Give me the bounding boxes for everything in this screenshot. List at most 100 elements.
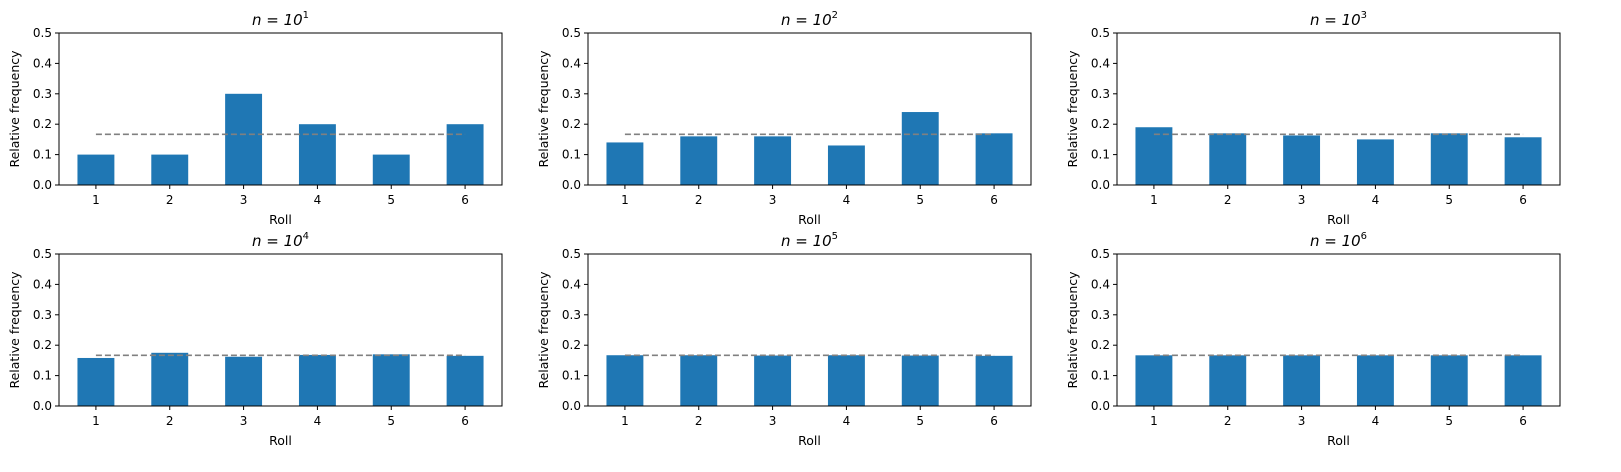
subplot-title: n = 103: [1310, 10, 1367, 29]
x-tick-label: 1: [92, 193, 100, 207]
bar-2: [680, 136, 718, 185]
y-tick-label: 0.2: [562, 338, 581, 352]
y-tick-label: 0.0: [1091, 399, 1110, 413]
x-axis-label: Roll: [798, 212, 821, 227]
title-base: n = 10: [252, 11, 303, 29]
y-tick-label: 0.1: [562, 148, 581, 162]
bar-5: [372, 154, 410, 185]
bar-4: [298, 124, 336, 185]
y-tick-label: 0.5: [33, 26, 52, 40]
bar-6: [1504, 137, 1542, 185]
x-tick-label: 6: [1519, 193, 1527, 207]
subplot-title: n = 101: [252, 10, 309, 29]
x-tick-label: 1: [1150, 414, 1158, 428]
y-tick-label: 0.4: [562, 277, 581, 291]
x-axis-label: Roll: [269, 433, 292, 448]
bar-3: [225, 93, 263, 185]
plot-frame: [58, 32, 503, 186]
subplot-title: n = 105: [781, 231, 838, 250]
x-tick-label: 2: [695, 193, 703, 207]
title-base: n = 10: [1310, 11, 1361, 29]
bar-4: [827, 145, 865, 185]
plot-frame: [58, 253, 503, 407]
title-base: n = 10: [781, 232, 832, 250]
bar-4: [827, 355, 865, 406]
x-tick-label: 2: [166, 193, 174, 207]
x-tick-label: 1: [1150, 193, 1158, 207]
x-axis-label: Roll: [1327, 212, 1350, 227]
bar-6: [975, 133, 1013, 185]
x-tick-label: 1: [621, 414, 629, 428]
bar-1: [77, 154, 115, 185]
x-tick-label: 3: [1298, 193, 1306, 207]
subplot-4: 0.0 0.1 0.2 0.3 0.4 0.5 1 2 3 4 5 6 Roll Relative fre…: [7, 231, 503, 448]
plot-frame: [587, 32, 1032, 186]
x-tick-label: 4: [843, 193, 851, 207]
x-tick-label: 4: [314, 193, 322, 207]
y-tick-label: 0.1: [1091, 148, 1110, 162]
subplot-title: n = 106: [1310, 231, 1367, 250]
y-tick-label: 0.5: [33, 247, 52, 261]
plot-frame: [587, 253, 1032, 407]
title-exponent: 4: [303, 231, 309, 242]
bar-2: [680, 355, 718, 406]
bar-5: [372, 354, 410, 406]
bar-3: [754, 136, 792, 185]
bar-1: [77, 357, 115, 406]
bar-1: [606, 142, 644, 185]
bar-2: [151, 154, 189, 185]
x-tick-label: 5: [1445, 414, 1453, 428]
title-base: n = 10: [781, 11, 832, 29]
bar-4: [298, 354, 336, 406]
y-tick-label: 0.1: [33, 148, 52, 162]
y-tick-label: 0.2: [1091, 338, 1110, 352]
x-tick-label: 2: [166, 414, 174, 428]
x-axis-label: Roll: [1327, 433, 1350, 448]
x-tick-label: 3: [1298, 414, 1306, 428]
bar-4: [1356, 355, 1394, 406]
y-tick-label: 0.5: [562, 26, 581, 40]
title-exponent: 6: [1361, 231, 1367, 242]
subplot-title: n = 104: [252, 231, 309, 250]
title-exponent: 2: [832, 10, 838, 21]
y-axis-label: Relative frequency: [536, 50, 551, 168]
x-tick-label: 5: [1445, 193, 1453, 207]
bar-3: [1283, 135, 1321, 185]
bar-5: [1430, 355, 1468, 406]
y-axis-label: Relative frequency: [7, 50, 22, 168]
x-tick-label: 3: [769, 414, 777, 428]
y-tick-label: 0.5: [562, 247, 581, 261]
y-tick-label: 0.4: [33, 56, 52, 70]
x-tick-label: 3: [769, 193, 777, 207]
x-tick-label: 3: [240, 414, 248, 428]
bar-2: [151, 352, 189, 406]
y-axis-label: Relative frequency: [1065, 50, 1080, 168]
bar-4: [1356, 139, 1394, 185]
bar-5: [901, 355, 939, 406]
subplot-1: 0.0 0.1 0.2 0.3 0.4 0.5 1 2 3 4 5 6 Roll Relative fre…: [7, 10, 503, 227]
y-tick-label: 0.1: [1091, 369, 1110, 383]
y-tick-label: 0.2: [1091, 117, 1110, 131]
x-tick-label: 5: [916, 414, 924, 428]
y-tick-label: 0.3: [1091, 308, 1110, 322]
bar-3: [225, 356, 263, 406]
y-tick-label: 0.4: [562, 56, 581, 70]
y-tick-label: 0.5: [1091, 26, 1110, 40]
y-tick-label: 0.3: [33, 87, 52, 101]
y-tick-label: 0.0: [562, 399, 581, 413]
x-tick-label: 2: [695, 414, 703, 428]
bar-1: [1135, 127, 1173, 185]
y-tick-label: 0.2: [562, 117, 581, 131]
x-tick-label: 1: [92, 414, 100, 428]
x-tick-label: 4: [843, 414, 851, 428]
y-axis-label: Relative frequency: [536, 271, 551, 389]
y-tick-label: 0.4: [33, 277, 52, 291]
bar-3: [754, 355, 792, 406]
x-tick-label: 1: [621, 193, 629, 207]
bar-6: [446, 355, 484, 406]
bar-2: [1209, 355, 1247, 406]
bar-6: [1504, 355, 1542, 406]
subplot-title: n = 102: [781, 10, 838, 29]
x-tick-label: 6: [990, 414, 998, 428]
bar-1: [606, 355, 644, 406]
